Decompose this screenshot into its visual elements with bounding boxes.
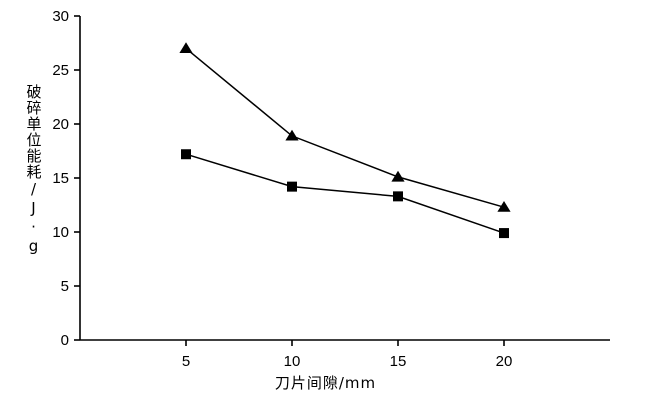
x-tick-label: 10 [284, 353, 301, 370]
x-axis-ticks: 5 10 15 20 [182, 340, 513, 370]
marker-square [499, 228, 509, 239]
x-tick-label: 20 [496, 353, 513, 370]
y-tick-label: 10 [52, 224, 69, 241]
x-tick-label: 15 [390, 353, 407, 370]
marker-square [393, 191, 403, 202]
marker-square [181, 149, 191, 160]
y-tick-label: 25 [52, 62, 69, 79]
y-tick-label: 20 [52, 116, 69, 133]
marker-triangle [391, 170, 405, 182]
series-layer [179, 42, 511, 239]
y-tick-label: 15 [52, 170, 69, 187]
series-line [185, 47, 505, 208]
marker-triangle [497, 201, 511, 212]
y-tick-label: 5 [61, 278, 69, 295]
y-axis-label-wrap: 破碎单位能耗/J·g [22, 0, 46, 340]
y-tick-label: 30 [52, 8, 69, 25]
series-triangle [179, 42, 511, 212]
x-tick-label: 5 [182, 353, 190, 370]
series-square [181, 149, 509, 239]
marker-triangle [179, 42, 193, 53]
x-axis-label-wrap: 刀片间隙/mm [0, 372, 651, 393]
series-line [185, 153, 505, 234]
y-tick-label: 0 [61, 332, 69, 349]
y-axis-label: 破碎单位能耗/J·g [24, 84, 43, 256]
marker-square [287, 181, 297, 192]
x-axis-label: 刀片间隙/mm [274, 374, 377, 392]
marker-triangle [285, 129, 299, 141]
y-axis-ticks: 0 5 10 15 20 25 30 [52, 8, 80, 349]
